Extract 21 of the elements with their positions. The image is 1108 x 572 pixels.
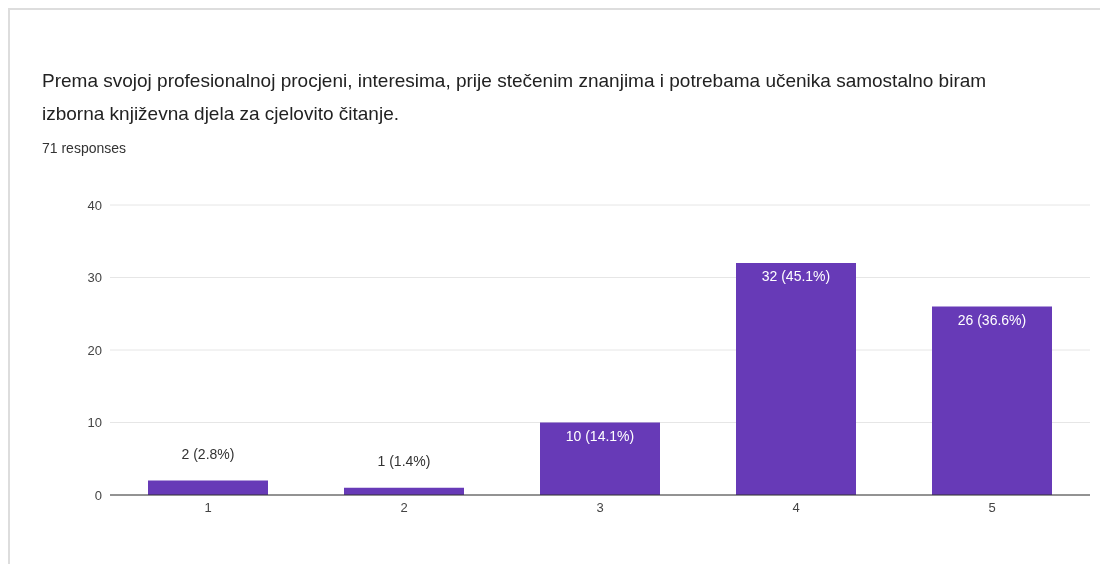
data-label: 2 (2.8%) [181,445,235,462]
x-tick-label: 4 [792,500,800,516]
chart-title: Prema svojoj profesionalnoj procjeni, interesima, prije stečenim znanjima i potrebama učenika samostalno biram izborna književna djela za cjelovito čitanje. [42,69,988,126]
data-label: 32 (45.1%) [761,268,831,284]
data-label: 26 (36.6%) [957,311,1027,328]
bar [932,306,1052,495]
data-label: 1 (1.4%) [377,452,431,469]
x-tick-label: 5 [988,500,996,516]
x-tick-label: 3 [596,500,604,516]
y-tick-label: 0 [94,487,102,503]
data-label: 10 (14.1%) [565,427,635,444]
x-tick-label: 2 [400,500,408,516]
y-tick-label: 20 [87,342,102,358]
y-tick-label: 40 [87,197,102,213]
bar [148,480,268,495]
y-tick-label: 10 [87,415,102,431]
chart-subtitle: 71 responses [42,140,127,156]
bar [736,263,856,495]
y-tick-label: 30 [87,270,102,286]
x-tick-label: 1 [204,500,212,516]
bar [540,422,660,495]
